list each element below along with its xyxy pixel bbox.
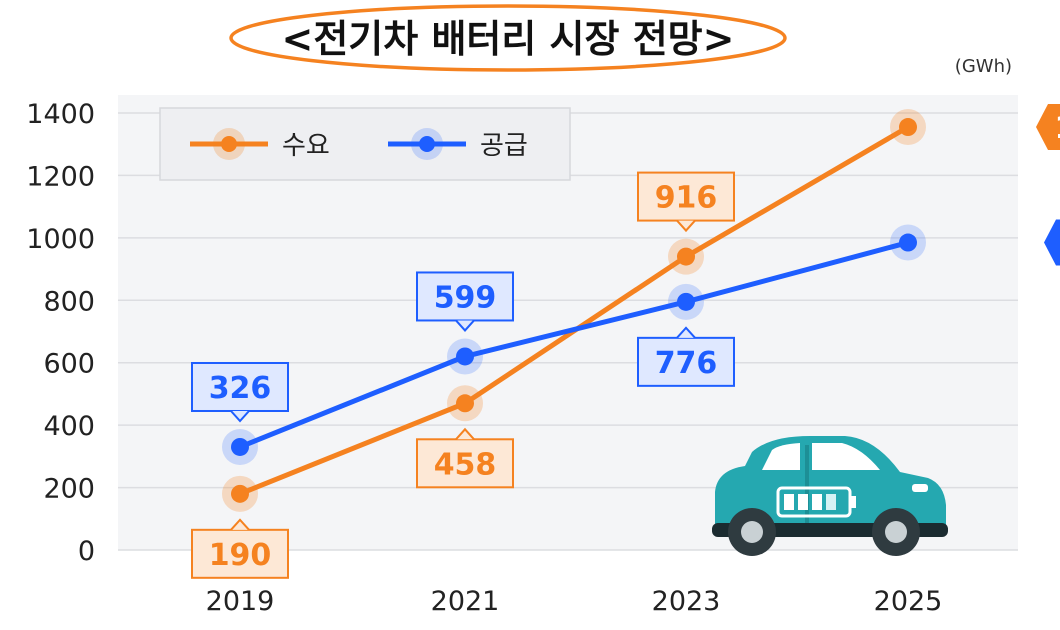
label-pointer [676,219,696,233]
label-text: 1,328 [1055,111,1060,146]
legend-item-demand: 수요 [190,128,330,161]
car-hub-front [885,521,907,543]
title-ellipse [229,4,787,72]
legend-label-supply: 공급 [480,131,528,161]
car-window-rear [812,443,880,470]
label-pointer [230,518,250,531]
x-tick-label-2019: 2019 [206,586,275,617]
y-tick-label-800: 800 [43,286,95,317]
y-tick-label-1200: 1200 [26,161,95,192]
x-tick-label-2025: 2025 [874,586,943,617]
y-tick-label-200: 200 [43,474,95,505]
battery-cell-2 [798,494,808,510]
car-window-front [762,443,800,470]
car-headlight [912,484,928,492]
battery-icon-tip [850,496,856,508]
series-layer [222,109,926,512]
data-label-공급-2025: 967 [1044,219,1060,266]
label-box [191,361,289,412]
y-axis: 0 200 400 600 800 1000 1200 1400 [26,99,95,567]
marker-수요-2025 [899,118,917,137]
legend-marker-supply [419,136,435,152]
marker-공급-2019 [231,437,249,456]
legend-label-demand: 수요 [282,131,330,161]
label-pointer [455,427,475,440]
label-box [191,528,289,579]
data-label-공급-2021: 599 [416,271,514,332]
label-box [416,438,514,489]
battery-cell-1 [784,494,794,510]
marker-공급-2023 [677,292,695,311]
label-text: 916 [655,181,718,216]
y-tick-label-400: 400 [43,411,95,442]
legend-item-supply: 공급 [388,128,528,161]
label-flag [1044,219,1060,266]
marker-공급-2021 [456,347,474,366]
car-hub-rear [741,521,763,543]
y-tick-label-1000: 1000 [26,224,95,255]
marker-수요-2019 [231,484,249,503]
label-flag [1036,104,1060,151]
y-tick-label-1400: 1400 [26,99,95,130]
series-line-공급 [239,240,909,450]
chart-title: <전기차 배터리 시장 전망> [282,17,735,61]
battery-cell-4 [826,494,836,510]
data-labels: 190 458 916 1,328 326 599 776 967 [191,104,1060,579]
label-pointer [455,319,475,332]
data-label-수요-2021: 458 [416,427,514,489]
x-tick-label-2023: 2023 [652,586,721,617]
car-illustration [712,436,948,556]
data-label-공급-2019: 326 [191,361,289,423]
label-text: 458 [434,447,497,482]
legend: 수요 공급 [159,107,571,181]
label-box [637,171,735,222]
marker-공급-2025 [899,233,917,252]
marker-수요-2023 [677,247,695,266]
label-text: 326 [209,371,272,406]
label-pointer [676,326,696,339]
label-text: 190 [209,538,272,573]
y-tick-label-600: 600 [43,349,95,380]
car-door-line [805,445,809,535]
unit-label: (GWh) [955,56,1012,77]
data-label-수요-2023: 916 [637,171,735,233]
chart-title-group: <전기차 배터리 시장 전망> [229,4,787,72]
data-label-공급-2023: 776 [637,326,735,387]
x-tick-label-2021: 2021 [431,586,500,617]
marker-수요-2021 [456,394,474,413]
label-pointer [230,410,250,423]
data-label-수요-2025: 1,328 [1036,104,1060,151]
data-label-수요-2019: 190 [191,518,289,579]
legend-marker-demand [221,136,237,152]
x-axis: 2019 2021 2023 2025 [206,586,943,617]
y-tick-label-0: 0 [78,536,95,567]
label-text: 776 [655,346,718,381]
battery-cell-3 [812,494,822,510]
label-text: 599 [434,280,497,315]
